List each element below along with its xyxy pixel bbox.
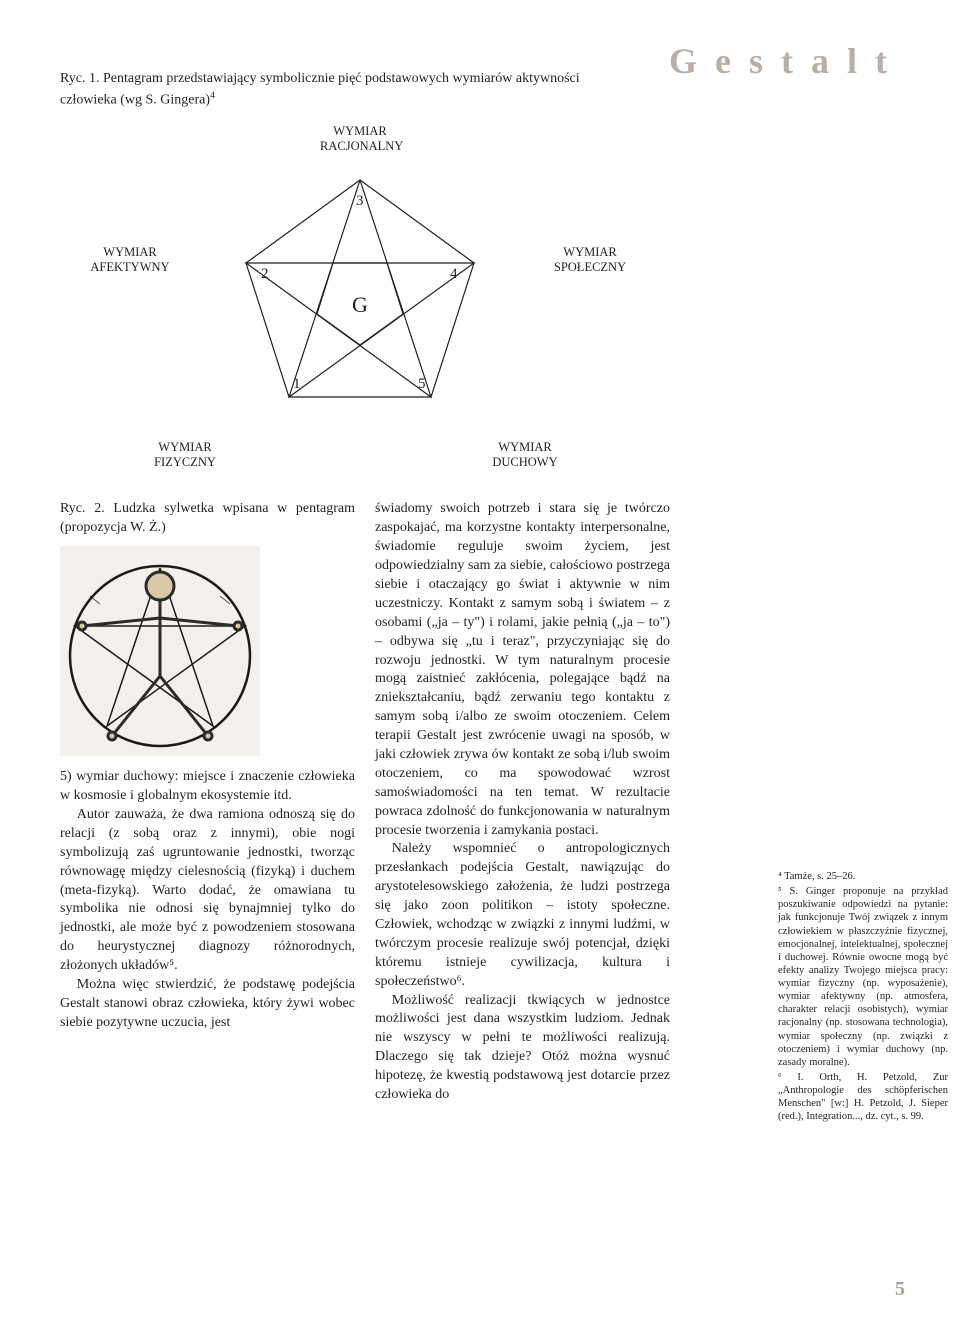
footnote-5: ⁵ S. Ginger proponuje na przykład poszuk…	[778, 885, 948, 1069]
figure1-caption-sup: 4	[210, 90, 215, 101]
header-brand: Gestalt	[669, 40, 905, 82]
right-column: świadomy swoich potrzeb i stara się je t…	[375, 500, 670, 1105]
left-p2: Autor zauważa, że dwa ramiona odnoszą si…	[60, 806, 355, 976]
label-left: WYMIARAFEKTYWNY	[85, 245, 175, 275]
label-right: WYMIARSPOŁECZNY	[545, 245, 635, 275]
right-p3: Możliwość realizacji tkwiących w jednost…	[375, 992, 670, 1105]
right-p1: świadomy swoich potrzeb i stara się je t…	[375, 500, 670, 840]
footnote-4: ⁴ Tamże, s. 25–26.	[778, 870, 948, 883]
right-p2: Należy wspomnieć o antropologicznych prz…	[375, 840, 670, 991]
node-3: 3	[356, 193, 364, 209]
page-number: 5	[895, 1278, 905, 1301]
pentagram-figure: WYMIARRACJONALNY WYMIARAFEKTYWNY WYMIARS…	[60, 130, 660, 470]
figure1-caption: Ryc. 1. Pentagram przedstawiający symbol…	[60, 70, 580, 110]
left-p1: 5) wymiar duchowy: miejsce i znaczenie c…	[60, 768, 355, 806]
node-5: 5	[418, 376, 426, 392]
node-4: 4	[450, 266, 458, 282]
figure2-caption: Ryc. 2. Ludzka sylwetka wpisana w pentag…	[60, 500, 355, 538]
label-top: WYMIARRACJONALNY	[320, 124, 400, 154]
node-1: 1	[293, 376, 301, 392]
node-center: G	[352, 292, 368, 317]
label-bottom-right: WYMIARDUCHOWY	[480, 440, 570, 470]
node-2: 2	[261, 266, 269, 282]
footnotes: ⁴ Tamże, s. 25–26. ⁵ S. Ginger proponuje…	[778, 870, 948, 1125]
left-p3: Można więc stwierdzić, że podstawę podej…	[60, 976, 355, 1033]
pentagram-svg: 1 2 3 4 5 G	[60, 130, 660, 470]
footnote-6: ⁶ I. Orth, H. Petzold, Zur „Anthropologi…	[778, 1071, 948, 1124]
label-bottom-left: WYMIARFIZYCZNY	[140, 440, 230, 470]
vitruvian-figure	[60, 546, 260, 756]
body-columns: Ryc. 2. Ludzka sylwetka wpisana w pentag…	[60, 500, 670, 1105]
left-column: Ryc. 2. Ludzka sylwetka wpisana w pentag…	[60, 500, 355, 1105]
figure1-caption-text: Ryc. 1. Pentagram przedstawiający symbol…	[60, 71, 580, 108]
